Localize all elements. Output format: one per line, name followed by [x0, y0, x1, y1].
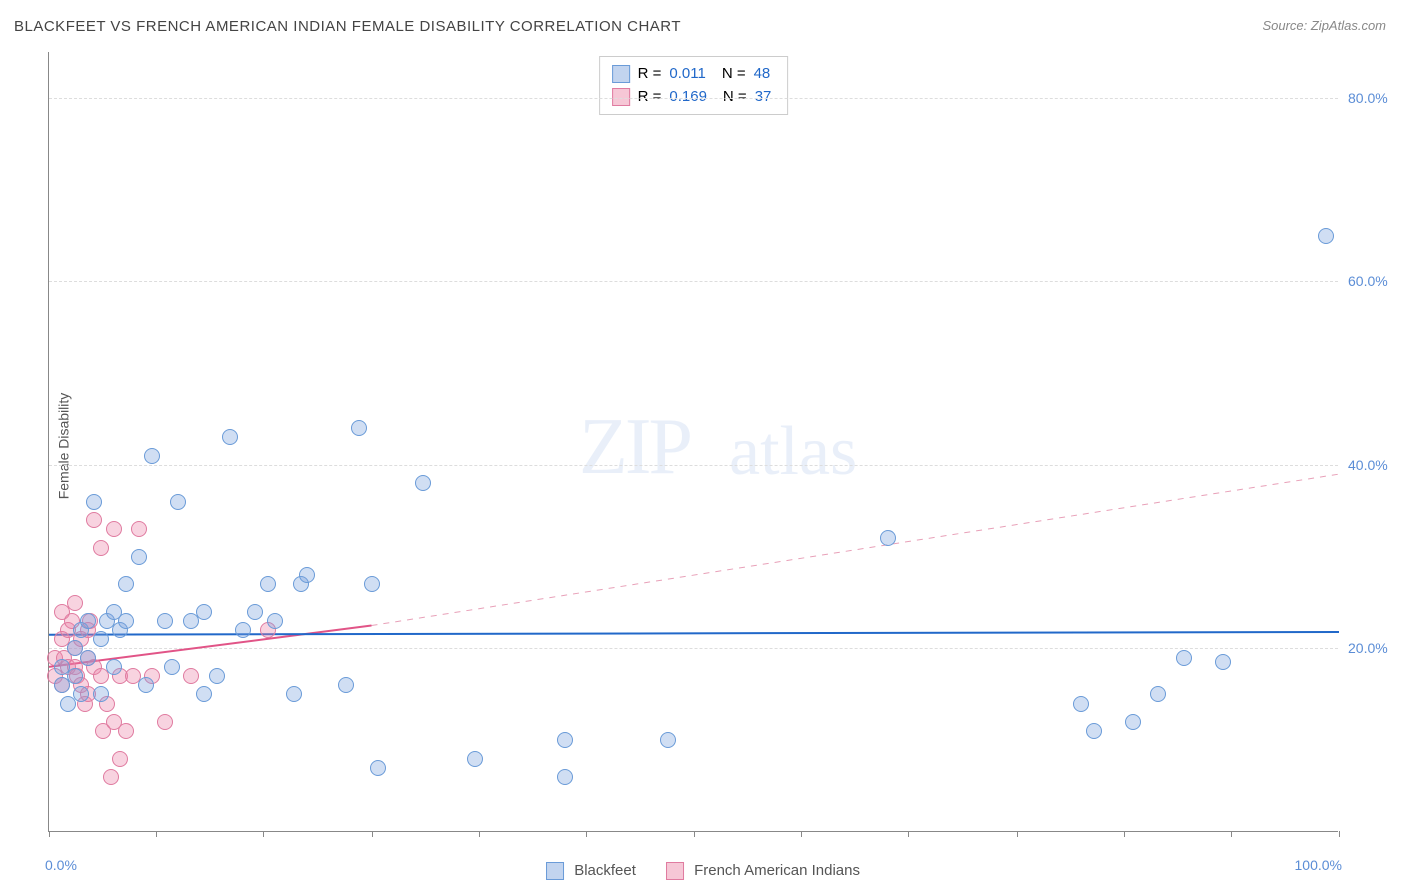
data-point: [370, 760, 386, 776]
y-tick-label: 40.0%: [1348, 457, 1388, 473]
data-point: [118, 613, 134, 629]
data-point: [351, 420, 367, 436]
data-point: [118, 723, 134, 739]
data-point: [1215, 654, 1231, 670]
data-point: [1176, 650, 1192, 666]
data-point: [247, 604, 263, 620]
data-point: [131, 549, 147, 565]
x-tick: [1339, 831, 1340, 837]
data-point: [73, 686, 89, 702]
data-point: [260, 576, 276, 592]
data-point: [112, 751, 128, 767]
data-point: [196, 604, 212, 620]
data-point: [286, 686, 302, 702]
data-point: [106, 521, 122, 537]
trend-lines: [49, 52, 1339, 832]
data-point: [196, 686, 212, 702]
data-point: [660, 732, 676, 748]
data-point: [86, 512, 102, 528]
data-point: [67, 668, 83, 684]
data-point: [80, 650, 96, 666]
chart-title: BLACKFEET VS FRENCH AMERICAN INDIAN FEMA…: [14, 18, 681, 35]
data-point: [67, 595, 83, 611]
source-label: Source: ZipAtlas.com: [1262, 18, 1386, 33]
legend-item-french: French American Indians: [666, 862, 860, 880]
data-point: [183, 668, 199, 684]
legend-label: Blackfeet: [574, 862, 636, 879]
x-axis-min-label: 0.0%: [45, 857, 77, 873]
data-point: [157, 613, 173, 629]
chart-container: BLACKFEET VS FRENCH AMERICAN INDIAN FEMA…: [0, 0, 1406, 892]
data-point: [164, 659, 180, 675]
x-axis-max-label: 100.0%: [1295, 857, 1342, 873]
data-point: [93, 540, 109, 556]
data-point: [138, 677, 154, 693]
data-point: [170, 494, 186, 510]
data-point: [1125, 714, 1141, 730]
data-point: [557, 732, 573, 748]
series-legend: Blackfeet French American Indians: [546, 862, 860, 880]
data-point: [157, 714, 173, 730]
data-point: [299, 567, 315, 583]
data-point: [235, 622, 251, 638]
data-point: [209, 668, 225, 684]
legend-label: French American Indians: [694, 862, 860, 879]
data-point: [131, 521, 147, 537]
swatch-pink-icon: [666, 862, 684, 880]
data-point: [222, 429, 238, 445]
data-point: [1318, 228, 1334, 244]
swatch-blue-icon: [546, 862, 564, 880]
data-point: [86, 494, 102, 510]
data-point: [103, 769, 119, 785]
data-point: [118, 576, 134, 592]
data-point: [467, 751, 483, 767]
data-point: [93, 631, 109, 647]
y-tick-label: 80.0%: [1348, 90, 1388, 106]
data-point: [267, 613, 283, 629]
data-point: [1086, 723, 1102, 739]
data-point: [144, 448, 160, 464]
data-point: [1150, 686, 1166, 702]
data-point: [880, 530, 896, 546]
plot-area: ZIP atlas R = 0.011 N = 48 R = 0.169 N =…: [48, 52, 1338, 832]
legend-item-blackfeet: Blackfeet: [546, 862, 636, 880]
data-point: [415, 475, 431, 491]
y-tick-label: 20.0%: [1348, 640, 1388, 656]
y-tick-label: 60.0%: [1348, 273, 1388, 289]
data-point: [80, 613, 96, 629]
data-point: [106, 659, 122, 675]
data-point: [364, 576, 380, 592]
data-point: [338, 677, 354, 693]
data-point: [1073, 696, 1089, 712]
data-point: [93, 686, 109, 702]
data-point: [557, 769, 573, 785]
